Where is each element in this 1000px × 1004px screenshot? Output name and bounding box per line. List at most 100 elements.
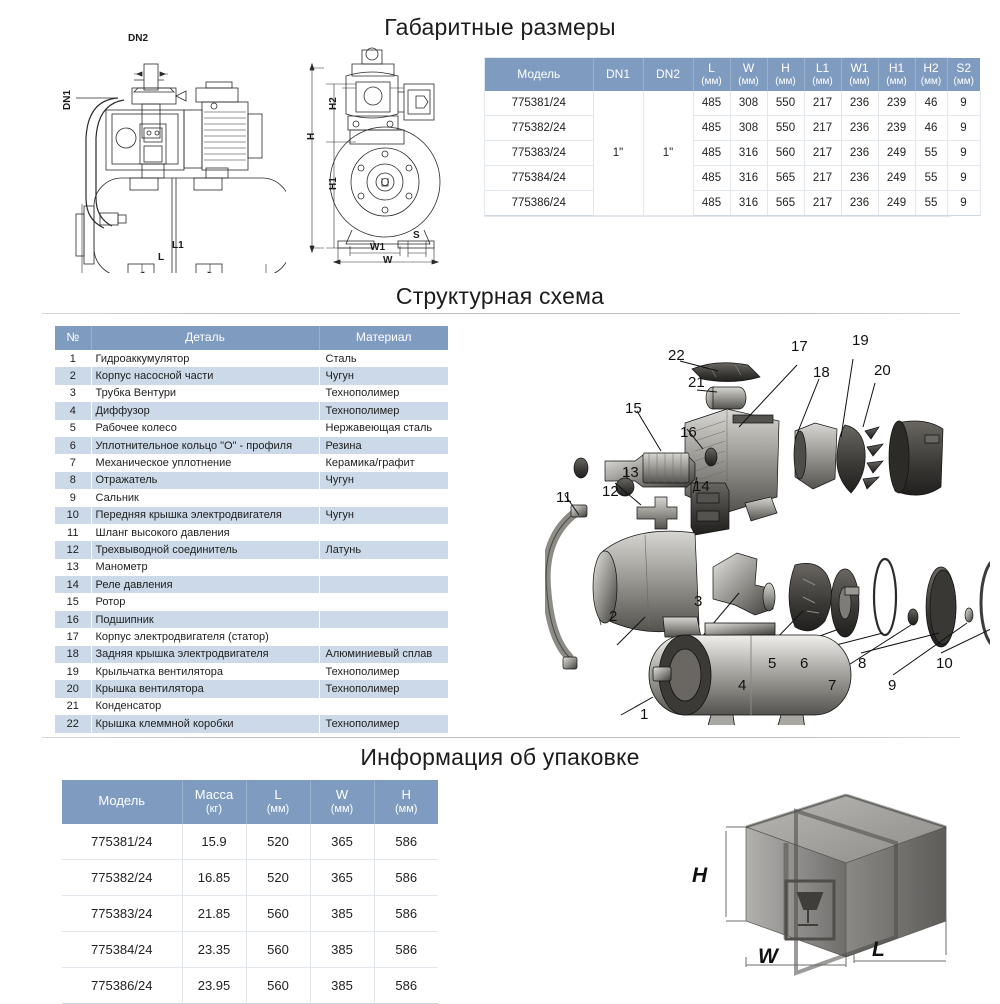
exploded-callout-10: 10 xyxy=(936,655,953,672)
table-row: 775384/24 23.35 560 385 586 xyxy=(62,931,438,968)
exploded-callout-14: 14 xyxy=(693,478,710,495)
dim-header-s2: S2 (мм) xyxy=(947,58,980,92)
pack-header-mass: Масса (кг) xyxy=(182,780,247,824)
dim-cell-w1: 236 xyxy=(841,165,879,192)
pump-front-view-drawing xyxy=(309,47,441,265)
pack-cell-l: 560 xyxy=(246,931,311,968)
pack-cell-h: 586 xyxy=(374,895,438,932)
parts-cell-no: 20 xyxy=(55,680,92,698)
dim-cell-h1: 249 xyxy=(878,140,916,167)
exploded-callout-8: 8 xyxy=(858,655,867,672)
table-row: 775384/24 485 316 565 217 236 249 55 9 xyxy=(485,165,981,192)
packaging-table-header-row: Модель Масса (кг) L (мм) W (мм) xyxy=(62,780,438,824)
label-w: W xyxy=(383,255,393,266)
dim-cell-w1: 236 xyxy=(841,91,879,117)
table-row: 775383/24 21.85 560 385 586 xyxy=(62,895,438,932)
pack-cell-h: 586 xyxy=(374,967,438,1004)
box-label-h: H xyxy=(692,864,708,887)
dimensions-table-header-row: Модель DN1 DN2 L (мм) W (мм) xyxy=(485,58,980,92)
table-row: 775381/24 15.9 520 365 586 xyxy=(62,823,438,860)
dim-cell-h2: 46 xyxy=(915,115,948,142)
exploded-callout-4: 4 xyxy=(738,677,747,694)
table-row: 19 Крыльчатка вентилятора Технополимер xyxy=(55,663,449,681)
parts-cell-no: 3 xyxy=(55,384,92,403)
parts-cell-no: 1 xyxy=(55,350,92,368)
pack-header-w: W (мм) xyxy=(310,780,375,824)
pack-cell-mass: 23.95 xyxy=(182,967,247,1004)
parts-cell-no: 19 xyxy=(55,663,92,681)
parts-cell-no: 13 xyxy=(55,558,92,577)
pack-cell-w: 385 xyxy=(310,895,375,932)
dim-cell-w: 316 xyxy=(730,190,768,217)
parts-cell-part: Шланг высокого давления xyxy=(91,523,320,542)
parts-cell-part: Подшипник xyxy=(91,610,320,629)
parts-table-header-row: № Деталь Материал xyxy=(55,326,448,350)
label-dn2: DN2 xyxy=(128,33,149,44)
dim-cell-dn2: 1" xyxy=(643,91,694,217)
parts-cell-material: Чугун xyxy=(319,367,449,385)
parts-cell-part: Ротор xyxy=(91,593,320,611)
dim-cell-model: 775381/24 xyxy=(485,91,594,117)
exploded-callout-7: 7 xyxy=(828,677,837,694)
parts-cell-part: Гидроаккумулятор xyxy=(91,350,320,368)
dim-cell-w: 316 xyxy=(730,165,768,192)
pack-cell-w: 365 xyxy=(310,859,375,896)
dim-cell-h1: 239 xyxy=(878,91,916,117)
pack-cell-mass: 15.9 xyxy=(182,823,247,860)
parts-table: № Деталь Материал 1 Гидроаккумулятор Сталь… xyxy=(55,326,449,733)
exploded-callout-19: 19 xyxy=(852,332,869,349)
dim-cell-w: 316 xyxy=(730,140,768,167)
parts-cell-part: Реле давления xyxy=(91,576,320,594)
exploded-callout-16: 16 xyxy=(680,424,697,441)
parts-header-no: № xyxy=(55,326,92,350)
parts-cell-part: Трубка Вентури xyxy=(91,384,320,403)
parts-cell-no: 7 xyxy=(55,454,92,472)
dim-cell-s2: 9 xyxy=(947,165,981,192)
dim-header-model: Модель xyxy=(485,58,594,92)
parts-cell-material: Керамика/графит xyxy=(319,454,449,472)
parts-cell-part: Крышка вентилятора xyxy=(91,680,320,698)
parts-cell-part: Корпус электродвигателя (статор) xyxy=(91,628,320,646)
label-l: L xyxy=(158,252,165,263)
exploded-callout-9: 9 xyxy=(888,677,897,694)
exploded-callout-21: 21 xyxy=(688,374,705,391)
table-row: 775382/24 485 308 550 217 236 239 46 9 xyxy=(485,115,981,142)
table-row: 21 Конденсатор xyxy=(55,697,449,716)
label-h2: H2 xyxy=(328,97,339,110)
parts-cell-material xyxy=(319,697,449,716)
parts-cell-part: Крыльчатка вентилятора xyxy=(91,663,320,681)
parts-cell-material xyxy=(319,610,449,629)
carton-box-illustration xyxy=(725,793,948,976)
exploded-callout-11: 11 xyxy=(556,489,572,506)
parts-cell-no: 16 xyxy=(55,610,92,629)
dim-cell-w: 308 xyxy=(730,115,768,142)
dim-cell-h2: 55 xyxy=(915,165,948,192)
label-h: H xyxy=(306,132,317,140)
parts-cell-material: Технополимер xyxy=(319,680,449,698)
parts-cell-no: 2 xyxy=(55,367,92,385)
pack-cell-l: 520 xyxy=(246,823,311,860)
parts-header-material: Материал xyxy=(319,326,448,350)
dim-cell-l1: 217 xyxy=(804,91,842,117)
dim-cell-w: 308 xyxy=(730,91,768,117)
dim-header-w: W (мм) xyxy=(730,58,768,92)
dim-cell-l1: 217 xyxy=(804,165,842,192)
table-row: 2 Корпус насосной части Чугун xyxy=(55,367,449,385)
parts-cell-no: 10 xyxy=(55,506,92,524)
label-l1: L1 xyxy=(172,240,184,251)
pack-cell-mass: 21.85 xyxy=(182,895,247,932)
dim-cell-h: 560 xyxy=(767,140,805,167)
label-dn1: DN1 xyxy=(62,89,73,110)
parts-cell-part: Задняя крышка электродвигателя xyxy=(91,645,320,664)
exploded-callout-2: 2 xyxy=(609,608,618,625)
parts-header-part: Деталь xyxy=(91,326,320,350)
table-row: 4 Диффузор Технополимер xyxy=(55,402,449,420)
parts-cell-part: Сальник xyxy=(91,489,320,507)
table-row: 3 Трубка Вентури Технополимер xyxy=(55,384,449,403)
label-s: S xyxy=(413,230,420,241)
table-row: 775381/24 1" 1" 485 308 550 217 236 239 46 9 xyxy=(485,91,981,217)
parts-cell-material: Латунь xyxy=(319,541,449,559)
packaging-section-title: Информация об упаковке xyxy=(360,744,640,770)
dim-cell-h: 550 xyxy=(767,115,805,142)
